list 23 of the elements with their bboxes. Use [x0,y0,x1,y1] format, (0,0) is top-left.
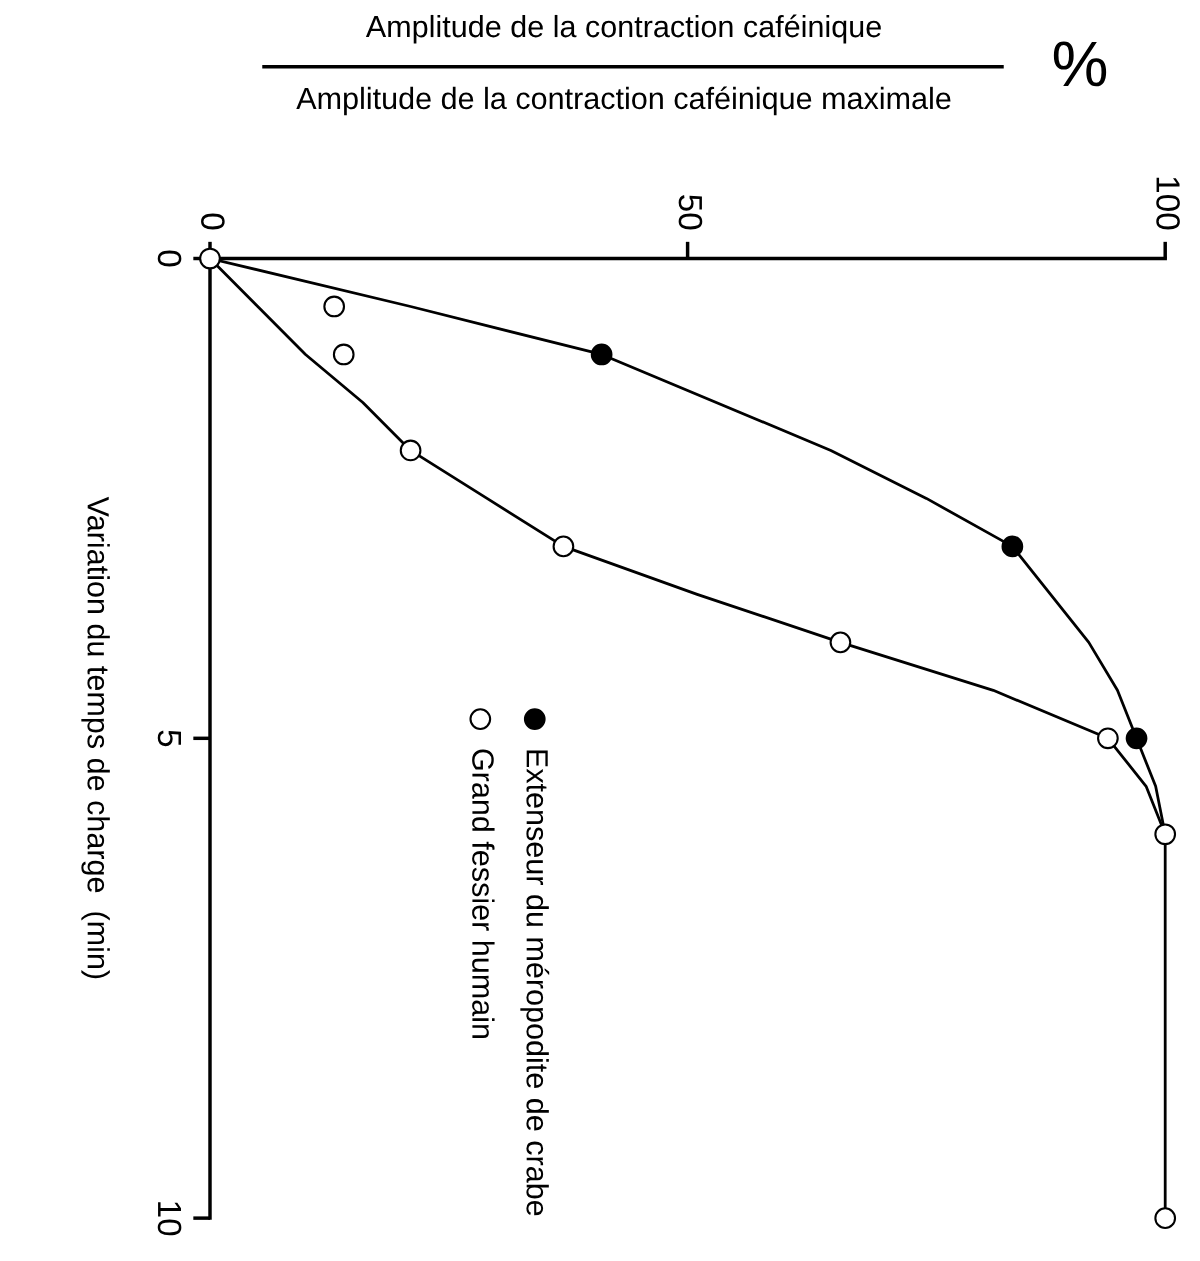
point [1001,535,1024,558]
point [1097,727,1119,750]
point [323,295,346,318]
text: % [1053,41,1107,87]
point [552,535,575,558]
x-tick-label: 0 [201,213,225,230]
legend-label: Grand fessier humain [472,749,495,1039]
y-tick-label: 5 [157,730,181,747]
point [399,439,422,462]
legend-label: Extenseur du méropodite de crabe [520,750,550,1216]
point [590,343,613,366]
point [829,631,852,654]
point [199,247,221,270]
point [332,343,355,366]
y-tick-label: 0 [157,250,182,267]
y-axis-title: Variation du temps de charge (min) [81,496,110,979]
y-tick-label: 10 [157,1202,182,1236]
text: Amplitude de la contraction caféinique Amplitude de la contraction caféinique maximale [296,14,951,116]
x-tick-label: 50 [678,194,703,230]
x-tick-label: 100 [1156,177,1180,230]
point [1125,727,1148,750]
point [1154,823,1177,846]
point [1154,1207,1177,1229]
